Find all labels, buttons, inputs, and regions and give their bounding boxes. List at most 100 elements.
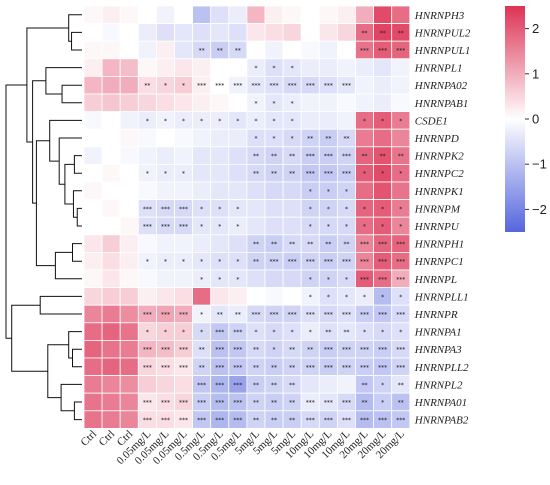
heatmap-cell — [101, 269, 121, 289]
significance-mark: * — [254, 329, 257, 336]
significance-mark: * — [309, 224, 312, 231]
heatmap-cell — [192, 181, 212, 201]
significance-mark: * — [254, 136, 257, 143]
significance-mark: *** — [197, 83, 206, 90]
heatmap-cell — [119, 128, 139, 148]
significance-mark: *** — [270, 259, 279, 266]
heatmap-cell — [83, 111, 103, 130]
heatmap-cell — [264, 287, 284, 306]
heatmap-cell — [228, 163, 248, 183]
heatmap-cell — [101, 111, 121, 130]
significance-mark: *** — [143, 347, 152, 354]
significance-mark: ** — [253, 241, 259, 248]
significance-mark: *** — [360, 259, 369, 266]
heatmap-cell — [391, 93, 411, 113]
heatmap-cell — [101, 181, 121, 201]
heatmap-cell — [174, 269, 194, 289]
significance-mark: * — [146, 329, 149, 336]
significance-mark: *** — [270, 312, 279, 319]
significance-mark: ** — [199, 364, 205, 371]
heatmap-cell — [264, 23, 284, 42]
colorbar-tick-label: 1 — [532, 66, 539, 81]
heatmap-cell — [228, 23, 248, 42]
heatmap-cell — [83, 181, 103, 201]
heatmap-cell — [119, 199, 139, 218]
dendrogram-branch — [47, 344, 69, 399]
heatmap-cell — [83, 339, 103, 359]
significance-mark: * — [309, 276, 312, 283]
significance-mark: * — [363, 224, 366, 231]
row-label: HNRNPA3 — [414, 344, 462, 356]
significance-mark: * — [327, 224, 330, 231]
colorbar-tick-label: 0 — [532, 112, 539, 127]
heatmap-cell — [318, 23, 338, 42]
colorbar-tick-label: −1 — [532, 157, 547, 172]
row-label: HNRNPL2 — [414, 379, 463, 391]
significance-mark: *** — [324, 417, 333, 424]
significance-mark: * — [381, 206, 384, 213]
significance-mark: * — [327, 294, 330, 301]
heatmap-cell — [373, 76, 393, 95]
heatmap-cell — [318, 40, 338, 60]
significance-mark: *** — [197, 417, 206, 424]
row-label: HNRNPAB2 — [414, 415, 469, 427]
significance-mark: * — [164, 171, 167, 178]
significance-mark: *** — [179, 347, 188, 354]
significance-mark: * — [309, 294, 312, 301]
significance-mark: ** — [398, 153, 404, 160]
heatmap-cell — [174, 58, 194, 77]
significance-mark: *** — [179, 312, 188, 319]
heatmap-cell — [282, 216, 302, 236]
significance-mark: *** — [197, 382, 206, 389]
heatmap-cell — [228, 128, 248, 148]
row-label: HNRNPR — [414, 309, 458, 321]
significance-mark: ** — [289, 382, 295, 389]
row-label: HNRNPA02 — [414, 80, 468, 92]
significance-mark: *** — [360, 364, 369, 371]
heatmap-cell — [174, 375, 194, 394]
significance-mark: ** — [362, 400, 368, 407]
heatmap-cell — [101, 93, 121, 113]
heatmap-cell — [264, 5, 284, 25]
column-labels: CtrlCtrlCtrl0.05mg/L0.05mg/L0.05mg/L0.5m… — [79, 428, 407, 467]
heatmap-cell — [101, 357, 121, 377]
significance-mark: ** — [235, 48, 241, 55]
heatmap-cell — [391, 58, 411, 77]
significance-mark: *** — [360, 48, 369, 55]
heatmap-cell — [246, 269, 266, 289]
heatmap-cell — [391, 410, 411, 429]
significance-mark: *** — [306, 312, 315, 319]
significance-mark: * — [381, 118, 384, 125]
heatmap-cell — [155, 23, 175, 42]
significance-mark: ** — [362, 30, 368, 37]
significance-mark: *** — [306, 153, 315, 160]
significance-mark: ** — [271, 241, 277, 248]
significance-mark: * — [254, 100, 257, 107]
significance-mark: * — [291, 136, 294, 143]
dendrogram-branch — [39, 295, 82, 315]
significance-mark: ** — [271, 400, 277, 407]
heatmap-cell — [246, 216, 266, 236]
significance-mark: * — [146, 259, 149, 266]
significance-mark: *** — [378, 48, 387, 55]
significance-mark: *** — [143, 417, 152, 424]
significance-mark: ** — [398, 400, 404, 407]
significance-mark: * — [200, 224, 203, 231]
significance-mark: *** — [342, 171, 351, 178]
significance-mark: ** — [343, 136, 349, 143]
heatmap-cell — [391, 181, 411, 201]
heatmap-cell — [155, 234, 175, 253]
row-dendrogram — [5, 14, 82, 421]
heatmap-cell — [137, 146, 157, 165]
significance-mark: *** — [324, 83, 333, 90]
significance-mark: * — [182, 83, 185, 90]
significance-mark: *** — [360, 347, 369, 354]
heatmap-cell — [336, 23, 356, 42]
dendrogram-branch — [54, 251, 82, 280]
heatmap-cell — [336, 40, 356, 60]
significance-mark: *** — [179, 400, 188, 407]
significance-mark: * — [381, 400, 384, 407]
heatmap-cell — [210, 23, 230, 42]
heatmap-cell — [264, 199, 284, 218]
